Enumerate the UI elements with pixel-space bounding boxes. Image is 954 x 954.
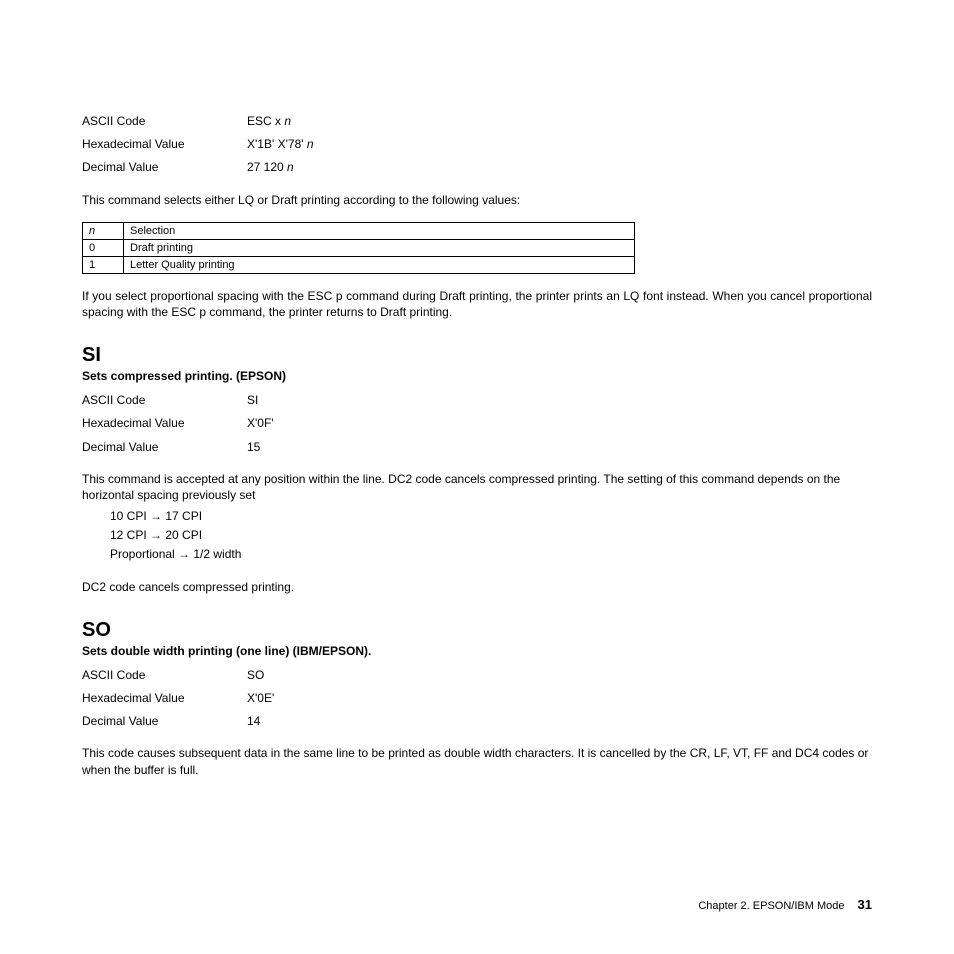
selection-table: n Selection 0 Draft printing 1 Letter Qu… (82, 222, 635, 274)
so-hex-label: Hexadecimal Value (82, 689, 247, 708)
table-row: 1 Letter Quality printing (83, 256, 635, 273)
dec-var: n (287, 160, 294, 174)
ascii-prefix: ESC x (247, 114, 284, 128)
hex-prefix: X'1B' X'78' (247, 137, 307, 151)
so-code-block: ASCII Code SO Hexadecimal Value X'0E' De… (82, 666, 872, 732)
page-footer: Chapter 2. EPSON/IBM Mode 31 (698, 897, 872, 912)
hex-label: Hexadecimal Value (82, 135, 247, 154)
proportional-paragraph: If you select proportional spacing with … (82, 288, 872, 320)
dec-label: Decimal Value (82, 158, 247, 177)
si-code-block: ASCII Code SI Hexadecimal Value X'0F' De… (82, 391, 872, 457)
hex-var: n (307, 137, 314, 151)
si-hex-value: X'0F' (247, 414, 872, 433)
so-hex-value: X'0E' (247, 689, 872, 708)
hex-value: X'1B' X'78' n (247, 135, 872, 154)
so-subtitle: Sets double width printing (one line) (I… (82, 644, 872, 658)
si-hex-row: Hexadecimal Value X'0F' (82, 414, 872, 433)
header-selection: Selection (124, 222, 635, 239)
cell-sel: Letter Quality printing (124, 256, 635, 273)
hex-row: Hexadecimal Value X'1B' X'78' n (82, 135, 872, 154)
ascii-var: n (284, 114, 291, 128)
cpi-item: Proportional → 1/2 width (110, 545, 872, 564)
footer-page-number: 31 (858, 897, 872, 912)
cell-n: 0 (83, 239, 124, 256)
so-heading: SO (82, 619, 872, 642)
si-cpi-list: 10 CPI → 17 CPI 12 CPI → 20 CPI Proporti… (110, 507, 872, 565)
table-header-row: n Selection (83, 222, 635, 239)
si-tail-paragraph: DC2 code cancels compressed printing. (82, 579, 872, 595)
ascii-label: ASCII Code (82, 112, 247, 131)
cpi-item: 12 CPI → 20 CPI (110, 526, 872, 545)
so-ascii-label: ASCII Code (82, 666, 247, 685)
si-hex-label: Hexadecimal Value (82, 414, 247, 433)
si-paragraph: This command is accepted at any position… (82, 471, 872, 503)
so-dec-value: 14 (247, 712, 872, 731)
ascii-value: ESC x n (247, 112, 872, 131)
cell-sel: Draft printing (124, 239, 635, 256)
si-subtitle: Sets compressed printing. (EPSON) (82, 369, 872, 383)
so-dec-label: Decimal Value (82, 712, 247, 731)
si-dec-label: Decimal Value (82, 438, 247, 457)
so-ascii-row: ASCII Code SO (82, 666, 872, 685)
si-heading: SI (82, 344, 872, 367)
so-ascii-value: SO (247, 666, 872, 685)
top-code-block: ASCII Code ESC x n Hexadecimal Value X'1… (82, 112, 872, 178)
si-ascii-row: ASCII Code SI (82, 391, 872, 410)
ascii-row: ASCII Code ESC x n (82, 112, 872, 131)
header-n: n (83, 222, 124, 239)
dec-row: Decimal Value 27 120 n (82, 158, 872, 177)
cell-n: 1 (83, 256, 124, 273)
so-paragraph: This code causes subsequent data in the … (82, 745, 872, 777)
so-dec-row: Decimal Value 14 (82, 712, 872, 731)
table-row: 0 Draft printing (83, 239, 635, 256)
document-page: ASCII Code ESC x n Hexadecimal Value X'1… (0, 0, 954, 832)
si-dec-row: Decimal Value 15 (82, 438, 872, 457)
dec-prefix: 27 120 (247, 160, 287, 174)
footer-chapter: Chapter 2. EPSON/IBM Mode (698, 900, 844, 912)
si-ascii-value: SI (247, 391, 872, 410)
so-hex-row: Hexadecimal Value X'0E' (82, 689, 872, 708)
top-paragraph: This command selects either LQ or Draft … (82, 192, 872, 208)
cpi-item: 10 CPI → 17 CPI (110, 507, 872, 526)
dec-value: 27 120 n (247, 158, 872, 177)
si-ascii-label: ASCII Code (82, 391, 247, 410)
si-dec-value: 15 (247, 438, 872, 457)
